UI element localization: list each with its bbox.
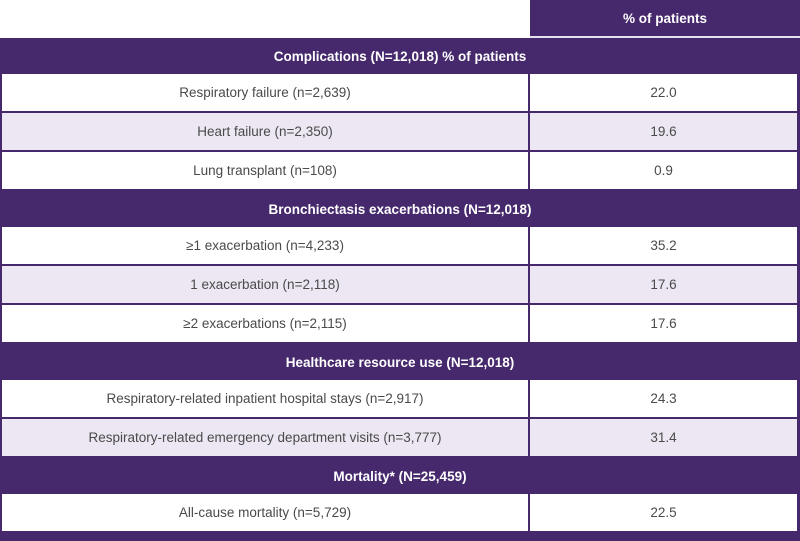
row-value: 35.2 (530, 227, 797, 264)
header-separator (0, 36, 800, 38)
row-value: 22.5 (530, 494, 797, 531)
row-label: All-cause mortality (n=5,729) (2, 494, 530, 531)
row-label: Respiratory-related emergency department… (2, 419, 530, 456)
row-label: Respiratory failure (n=2,639) (2, 74, 530, 111)
header-separator-line (530, 36, 800, 38)
row-value: 0.9 (530, 152, 797, 189)
table-bottom-border (0, 533, 800, 541)
row-label: Respiratory-related inpatient hospital s… (2, 380, 530, 417)
table-row: Respiratory-related inpatient hospital s… (0, 380, 800, 419)
row-label: 1 exacerbation (n=2,118) (2, 266, 530, 303)
row-label: Lung transplant (n=108) (2, 152, 530, 189)
section-header: Complications (N=12,018) % of patients (0, 38, 800, 74)
table-row: Lung transplant (n=108) 0.9 (0, 152, 800, 191)
row-label: ≥1 exacerbation (n=4,233) (2, 227, 530, 264)
table-row: Heart failure (n=2,350) 19.6 (0, 113, 800, 152)
table-header-row: % of patients (0, 0, 800, 36)
row-value: 19.6 (530, 113, 797, 150)
row-label: Heart failure (n=2,350) (2, 113, 530, 150)
table-row: ≥2 exacerbations (n=2,115) 17.6 (0, 305, 800, 344)
header-empty-cell (0, 0, 530, 36)
header-separator-left (0, 36, 530, 38)
table-row: ≥1 exacerbation (n=4,233) 35.2 (0, 227, 800, 266)
table-body: Complications (N=12,018) % of patients Re… (0, 38, 800, 533)
row-value: 17.6 (530, 305, 797, 342)
table-row: Respiratory-related emergency department… (0, 419, 800, 458)
row-label: ≥2 exacerbations (n=2,115) (2, 305, 530, 342)
section-header: Mortality* (N=25,459) (0, 458, 800, 494)
table-row: 1 exacerbation (n=2,118) 17.6 (0, 266, 800, 305)
table-row: All-cause mortality (n=5,729) 22.5 (0, 494, 800, 533)
row-value: 31.4 (530, 419, 797, 456)
section-header: Healthcare resource use (N=12,018) (0, 344, 800, 380)
row-value: 22.0 (530, 74, 797, 111)
row-value: 17.6 (530, 266, 797, 303)
table-row: Respiratory failure (n=2,639) 22.0 (0, 74, 800, 113)
value-column-header: % of patients (530, 0, 800, 36)
row-value: 24.3 (530, 380, 797, 417)
section-header: Bronchiectasis exacerbations (N=12,018) (0, 191, 800, 227)
